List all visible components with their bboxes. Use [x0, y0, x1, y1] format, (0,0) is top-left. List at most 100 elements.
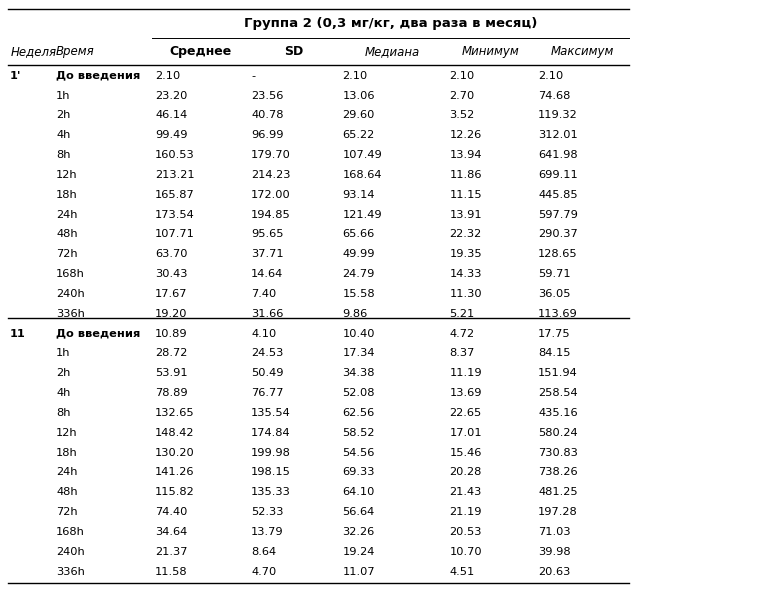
Text: 78.89: 78.89	[155, 388, 188, 398]
Text: 32.26: 32.26	[342, 527, 374, 537]
Text: 36.05: 36.05	[538, 289, 571, 299]
Text: 17.67: 17.67	[155, 289, 188, 299]
Text: 17.34: 17.34	[342, 349, 375, 358]
Text: 290.37: 290.37	[538, 230, 578, 239]
Text: 21.37: 21.37	[155, 547, 188, 557]
Text: 115.82: 115.82	[155, 487, 195, 497]
Text: 8h: 8h	[56, 408, 71, 418]
Text: 165.87: 165.87	[155, 190, 195, 200]
Text: 65.22: 65.22	[342, 130, 374, 140]
Text: 2.10: 2.10	[155, 71, 180, 81]
Text: 151.94: 151.94	[538, 368, 578, 378]
Text: 312.01: 312.01	[538, 130, 578, 140]
Text: До введения: До введения	[56, 71, 140, 81]
Text: 5.21: 5.21	[449, 309, 474, 319]
Text: Максимум: Максимум	[550, 46, 614, 58]
Text: 71.03: 71.03	[538, 527, 571, 537]
Text: 132.65: 132.65	[155, 408, 195, 418]
Text: 23.20: 23.20	[155, 91, 188, 100]
Text: 1h: 1h	[56, 91, 71, 100]
Text: 34.38: 34.38	[342, 368, 375, 378]
Text: 172.00: 172.00	[251, 190, 291, 200]
Text: 31.66: 31.66	[251, 309, 284, 319]
Text: 580.24: 580.24	[538, 428, 578, 438]
Text: 3.52: 3.52	[449, 111, 474, 120]
Text: 24.79: 24.79	[342, 269, 375, 279]
Text: 197.28: 197.28	[538, 507, 578, 517]
Text: 179.70: 179.70	[251, 150, 291, 160]
Text: 17.01: 17.01	[449, 428, 482, 438]
Text: 99.49: 99.49	[155, 130, 188, 140]
Text: 107.71: 107.71	[155, 230, 195, 239]
Text: 15.46: 15.46	[449, 448, 482, 457]
Text: 23.56: 23.56	[251, 91, 284, 100]
Text: 58.52: 58.52	[342, 428, 375, 438]
Text: 18h: 18h	[56, 190, 78, 200]
Text: 699.11: 699.11	[538, 170, 578, 180]
Text: 168h: 168h	[56, 527, 85, 537]
Text: 481.25: 481.25	[538, 487, 578, 497]
Text: 72h: 72h	[56, 507, 78, 517]
Text: 119.32: 119.32	[538, 111, 578, 120]
Text: 597.79: 597.79	[538, 210, 578, 219]
Text: 21.19: 21.19	[449, 507, 482, 517]
Text: 52.33: 52.33	[251, 507, 284, 517]
Text: 30.43: 30.43	[155, 269, 188, 279]
Text: 174.84: 174.84	[251, 428, 291, 438]
Text: 14.33: 14.33	[449, 269, 482, 279]
Text: -: -	[251, 71, 255, 81]
Text: 10.89: 10.89	[155, 329, 188, 338]
Text: 240h: 240h	[56, 289, 85, 299]
Text: 214.23: 214.23	[251, 170, 291, 180]
Text: 13.91: 13.91	[449, 210, 482, 219]
Text: До введения: До введения	[56, 329, 140, 338]
Text: 4.72: 4.72	[449, 329, 474, 338]
Text: 53.91: 53.91	[155, 368, 188, 378]
Text: Неделя: Неделя	[11, 46, 57, 58]
Text: 198.15: 198.15	[251, 468, 291, 477]
Text: 730.83: 730.83	[538, 448, 578, 457]
Text: 11.19: 11.19	[449, 368, 482, 378]
Text: 96.99: 96.99	[251, 130, 284, 140]
Text: 22.32: 22.32	[449, 230, 481, 239]
Text: 4h: 4h	[56, 388, 70, 398]
Text: 17.75: 17.75	[538, 329, 571, 338]
Text: 24h: 24h	[56, 468, 78, 477]
Text: 10.40: 10.40	[342, 329, 375, 338]
Text: 62.56: 62.56	[342, 408, 374, 418]
Text: 24h: 24h	[56, 210, 78, 219]
Text: 168h: 168h	[56, 269, 85, 279]
Text: 11.07: 11.07	[342, 567, 375, 576]
Text: 141.26: 141.26	[155, 468, 195, 477]
Text: 20.28: 20.28	[449, 468, 482, 477]
Text: 8.64: 8.64	[251, 547, 276, 557]
Text: 148.42: 148.42	[155, 428, 195, 438]
Text: 13.94: 13.94	[449, 150, 482, 160]
Text: 54.56: 54.56	[342, 448, 375, 457]
Text: 7.40: 7.40	[251, 289, 276, 299]
Text: 74.40: 74.40	[155, 507, 188, 517]
Text: 8.37: 8.37	[449, 349, 475, 358]
Text: Медиана: Медиана	[365, 46, 420, 58]
Text: 19.24: 19.24	[342, 547, 375, 557]
Text: 4.10: 4.10	[251, 329, 276, 338]
Text: 135.54: 135.54	[251, 408, 291, 418]
Text: 11: 11	[10, 329, 26, 338]
Text: 46.14: 46.14	[155, 111, 187, 120]
Text: 29.60: 29.60	[342, 111, 375, 120]
Text: 4.70: 4.70	[251, 567, 276, 576]
Text: 65.66: 65.66	[342, 230, 374, 239]
Text: 28.72: 28.72	[155, 349, 188, 358]
Text: SD: SD	[284, 46, 303, 58]
Text: 1h: 1h	[56, 349, 71, 358]
Text: Группа 2 (0,3 мг/кг, два раза в месяц): Группа 2 (0,3 мг/кг, два раза в месяц)	[243, 17, 537, 30]
Text: 2h: 2h	[56, 111, 70, 120]
Text: 168.64: 168.64	[342, 170, 382, 180]
Text: 69.33: 69.33	[342, 468, 375, 477]
Text: 39.98: 39.98	[538, 547, 571, 557]
Text: 128.65: 128.65	[538, 249, 578, 259]
Text: 13.06: 13.06	[342, 91, 375, 100]
Text: 2.10: 2.10	[449, 71, 474, 81]
Text: 74.68: 74.68	[538, 91, 571, 100]
Text: 160.53: 160.53	[155, 150, 195, 160]
